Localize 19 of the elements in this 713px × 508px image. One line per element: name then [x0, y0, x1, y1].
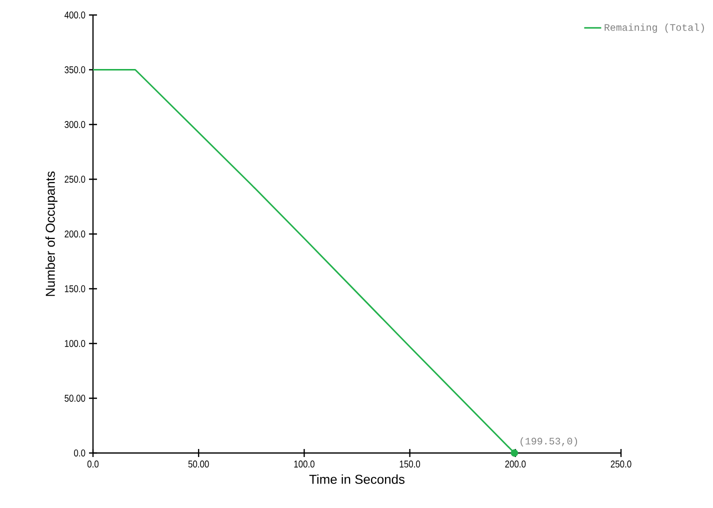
x-tick-label: 250.0 [610, 460, 632, 468]
y-tick-label: 300.0 [64, 120, 86, 128]
y-tick-label: 200.0 [64, 230, 86, 238]
x-tick-label: 150.0 [400, 460, 420, 468]
x-axis-title: Time in Seconds [309, 474, 405, 484]
y-tick-label: 400.0 [64, 11, 86, 19]
y-tick-label: 0.0 [74, 449, 86, 457]
y-tick-label: 250.0 [64, 176, 86, 183]
annotation: (199.53,0) [520, 437, 578, 446]
x-tick-label: 100.0 [294, 460, 314, 468]
x-tick-label: 200.0 [505, 460, 526, 468]
x-tick-label: 0.0 [87, 460, 99, 468]
y-tick-label: 100.0 [64, 340, 86, 348]
y-tick-label: 350.0 [64, 66, 86, 74]
y-tick-label: 150.0 [64, 285, 86, 292]
legend-label: Remaining (Total) [604, 24, 704, 33]
x-tick-label: 50.00 [188, 460, 209, 468]
y-axis-title: Number of Occupants [45, 171, 58, 296]
y-tick-label: 50.00 [64, 394, 86, 402]
